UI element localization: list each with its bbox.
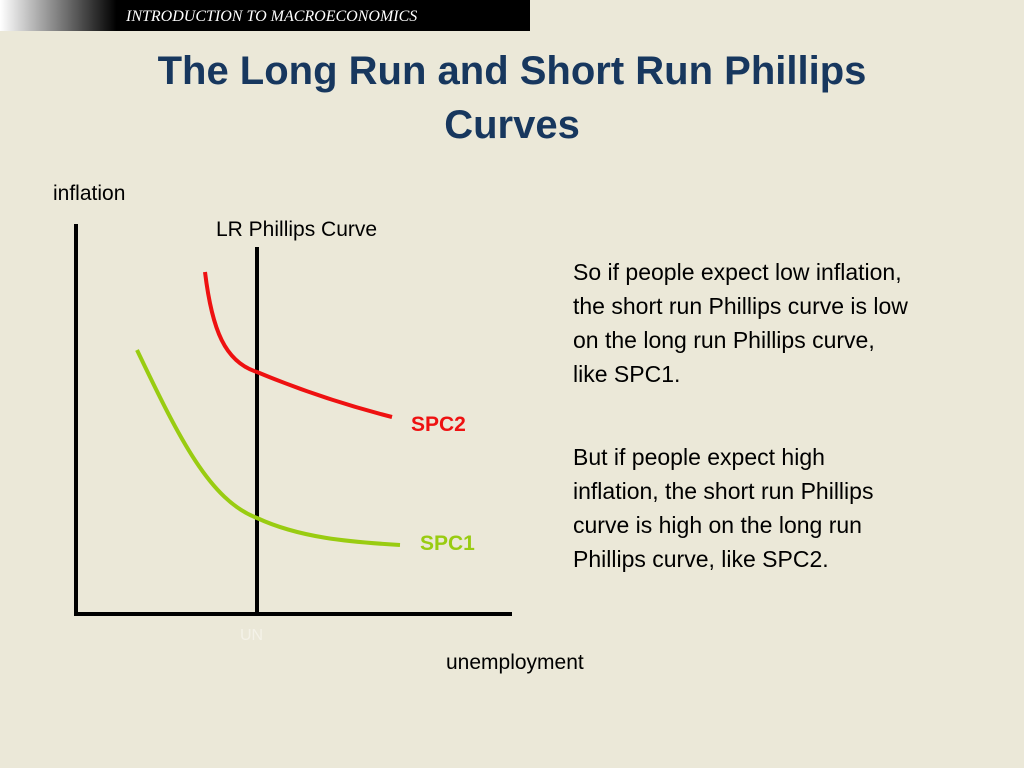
paragraph: So if people expect low inflation, the s… [573,259,908,387]
paragraph: But if people expect high inflation, the… [573,444,873,572]
paragraph-line: But if people expect high [573,444,825,470]
spc2-label: SPC2 [411,413,466,436]
spc1-label: SPC1 [420,532,475,555]
header-bar [0,0,530,31]
title-line: Curves [444,103,580,147]
spc2-curve [203,271,393,419]
paragraph-line: on the long run Phillips curve, [573,327,875,353]
paragraph-line: inflation, the short run Phillips [573,478,873,504]
title-line: The Long Run and Short Run Phillips [158,49,867,93]
paragraph-line: Phillips curve, like SPC2. [573,546,829,572]
x-axis-label: unemployment [446,651,584,674]
paragraph-line: the short run Phillips curve is low [573,293,908,319]
course-name: INTRODUCTION TO MACROECONOMICS [125,8,417,25]
paragraph-line: curve is high on the long run [573,512,862,538]
lr-curve-label: LR Phillips Curve [216,218,377,241]
spc1-curve [135,349,401,547]
paragraph-line: So if people expect low inflation, [573,259,902,285]
y-axis-label: inflation [53,182,125,205]
paragraph-line: like SPC1. [573,361,680,387]
natural-rate-label: UN [240,627,263,644]
